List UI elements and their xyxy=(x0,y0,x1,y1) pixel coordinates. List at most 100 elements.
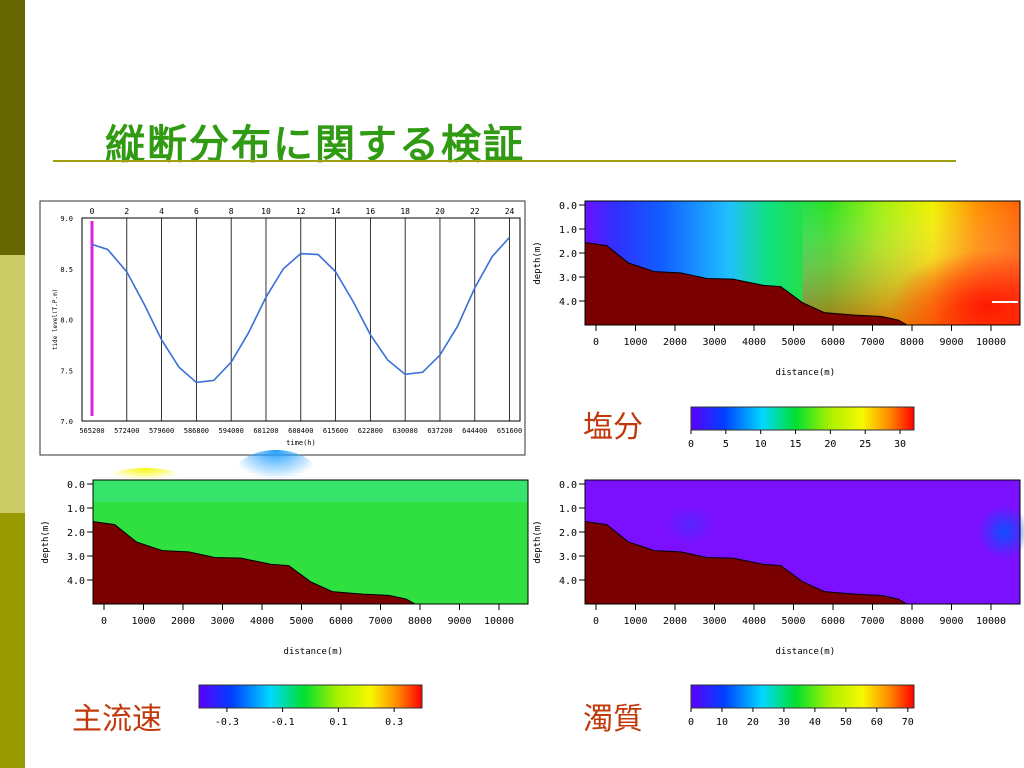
sal-x-axis-label: distance(m) xyxy=(776,368,836,378)
salinity-colorbar-tick-label: 25 xyxy=(859,439,871,450)
vel-x-tick-label: 5000 xyxy=(289,616,313,627)
vel-y-tick-label: 2.0 xyxy=(67,528,85,539)
tur-x-axis-label: distance(m) xyxy=(776,647,836,657)
tur-plot-frame xyxy=(584,479,1021,605)
tide-y-tick-label: 8.0 xyxy=(60,317,73,325)
tide-top-tick-label: 4 xyxy=(159,207,164,216)
turbidity-colorbar-tick-label: 70 xyxy=(902,717,914,728)
salinity-colorbar-tick-label: 15 xyxy=(790,439,802,450)
tide-top-tick-label: 20 xyxy=(435,207,445,216)
vel-field-surface xyxy=(93,480,528,502)
tide-y-tick-label: 7.5 xyxy=(60,367,73,375)
tide-x-tick-label: 637200 xyxy=(427,427,452,435)
tide-x-tick-label: 601200 xyxy=(253,427,278,435)
title-rule xyxy=(53,160,956,162)
tide-x-tick-label: 622800 xyxy=(358,427,383,435)
velocity-colorbar xyxy=(198,684,423,709)
vel-y-tick-label: 1.0 xyxy=(67,504,85,515)
tide-x-tick-label: 586800 xyxy=(184,427,209,435)
tur-x-tick-label: 2000 xyxy=(663,616,687,627)
tide-series-line xyxy=(91,236,511,384)
sal-y-tick-label: 1.0 xyxy=(559,225,577,236)
tide-x-tick-label: 644400 xyxy=(462,427,487,435)
tur-field-blue xyxy=(978,506,1024,558)
tide-top-tick-label: 12 xyxy=(296,207,306,216)
tide-x-tick-label: 630000 xyxy=(393,427,418,435)
sal-x-tick-label: 5000 xyxy=(781,337,805,348)
sal-x-tick-label: 3000 xyxy=(702,337,726,348)
tur-y-tick-label: 3.0 xyxy=(559,552,577,563)
sal-x-tick-label: 2000 xyxy=(663,337,687,348)
sal-y-tick-label: 4.0 xyxy=(559,297,577,308)
tur-x-tick-label: 9000 xyxy=(939,616,963,627)
turbidity-colorbar-tick-label: 10 xyxy=(716,717,728,728)
tide-x-tick-label: 651600 xyxy=(497,427,522,435)
tur-x-tick-label: 4000 xyxy=(742,616,766,627)
salinity-colorbar-tick-label: 5 xyxy=(723,439,729,450)
sal-x-tick-label: 9000 xyxy=(939,337,963,348)
vel-x-axis-label: distance(m) xyxy=(284,647,344,657)
tur-x-tick-label: 8000 xyxy=(900,616,924,627)
turbidity-colorbar-tick-label: 0 xyxy=(688,717,694,728)
tide-top-tick-label: 10 xyxy=(261,207,271,216)
tur-y-tick-label: 1.0 xyxy=(559,504,577,515)
tide-x-tick-label: 572400 xyxy=(114,427,139,435)
turbidity-colorbar-tick-label: 30 xyxy=(778,717,790,728)
tide-top-tick-label: 24 xyxy=(505,207,515,216)
salinity-section-chart: 0.0 1.0 2.0 3.0 4.0 depth(m) 0 1000 2000 3000 4000… xyxy=(533,200,1021,378)
tide-top-tick-label: 0 xyxy=(90,207,95,216)
tur-x-tick-label: 3000 xyxy=(702,616,726,627)
velocity-colorbar-tick-label: -0.3 xyxy=(215,717,239,728)
turbidity-section-chart: 0.0 1.0 2.0 3.0 4.0 depth(m) 0 1000 2000 3000 4000… xyxy=(533,479,1024,657)
tur-x-tick-label: 10000 xyxy=(976,616,1006,627)
sidebar-stripe-1 xyxy=(0,0,25,255)
vel-y-tick-label: 4.0 xyxy=(67,576,85,587)
tide-x-tick-label: 579600 xyxy=(149,427,174,435)
sal-x-tick-label: 10000 xyxy=(976,337,1006,348)
sal-x-tick-label: 4000 xyxy=(742,337,766,348)
tur-y-tick-label: 0.0 xyxy=(559,480,577,491)
tur-x-tick-label: 6000 xyxy=(821,616,845,627)
sal-y-tick-label: 2.0 xyxy=(559,249,577,260)
tide-top-tick-label: 16 xyxy=(366,207,376,216)
tide-y-tick-label: 9.0 xyxy=(60,215,73,223)
tide-y-tick-label: 8.5 xyxy=(60,266,73,274)
velocity-colorbar-tick-label: 0.1 xyxy=(329,717,347,728)
tur-y-axis-label: depth(m) xyxy=(533,520,543,563)
tide-y-axis-label: tide level(T.P.m) xyxy=(52,289,59,350)
sal-field-hotspot xyxy=(802,201,1020,325)
vel-y-tick-label: 0.0 xyxy=(67,480,85,491)
vel-x-tick-label: 0 xyxy=(101,616,107,627)
salinity-colorbar-tick-label: 30 xyxy=(894,439,906,450)
tide-top-tick-label: 18 xyxy=(400,207,410,216)
sal-x-tick-label: 0 xyxy=(593,337,599,348)
turbidity-colorbar-tick-label: 50 xyxy=(840,717,852,728)
tide-top-tick-label: 6 xyxy=(194,207,199,216)
salinity-colorbar-tick-label: 10 xyxy=(755,439,767,450)
sal-x-tick-label: 6000 xyxy=(821,337,845,348)
salinity-colorbar-tick-label: 20 xyxy=(824,439,836,450)
tur-y-tick-label: 2.0 xyxy=(559,528,577,539)
tur-x-tick-label: 5000 xyxy=(781,616,805,627)
salinity-colorbar xyxy=(690,406,915,431)
tur-y-tick-label: 4.0 xyxy=(559,576,577,587)
colorbars: 0 5 10 15 20 25 30 -0.3 -0.1 0.1 0.3 0 10 20 30 40 50 60 7… xyxy=(198,406,915,728)
velocity-colorbar-tick-label: -0.1 xyxy=(271,717,295,728)
vel-x-tick-label: 6000 xyxy=(329,616,353,627)
tide-top-tick-label: 8 xyxy=(229,207,234,216)
turbidity-colorbar-tick-label: 20 xyxy=(747,717,759,728)
vel-plot-frame xyxy=(92,479,529,605)
tur-field-blue-faint xyxy=(665,507,715,543)
vel-x-tick-label: 7000 xyxy=(368,616,392,627)
salinity-colorbar-tick-label: 0 xyxy=(688,439,694,450)
sal-y-tick-label: 0.0 xyxy=(559,201,577,212)
sal-riverbed xyxy=(584,241,909,326)
vel-x-tick-label: 9000 xyxy=(447,616,471,627)
tide-top-tick-label: 2 xyxy=(124,207,129,216)
sal-x-tick-label: 7000 xyxy=(860,337,884,348)
tide-x-tick-label: 615600 xyxy=(323,427,348,435)
tide-x-axis-label: time(h) xyxy=(286,439,316,447)
main-flow-label: 主流速 xyxy=(72,702,162,737)
tide-top-tick-label: 14 xyxy=(331,207,341,216)
